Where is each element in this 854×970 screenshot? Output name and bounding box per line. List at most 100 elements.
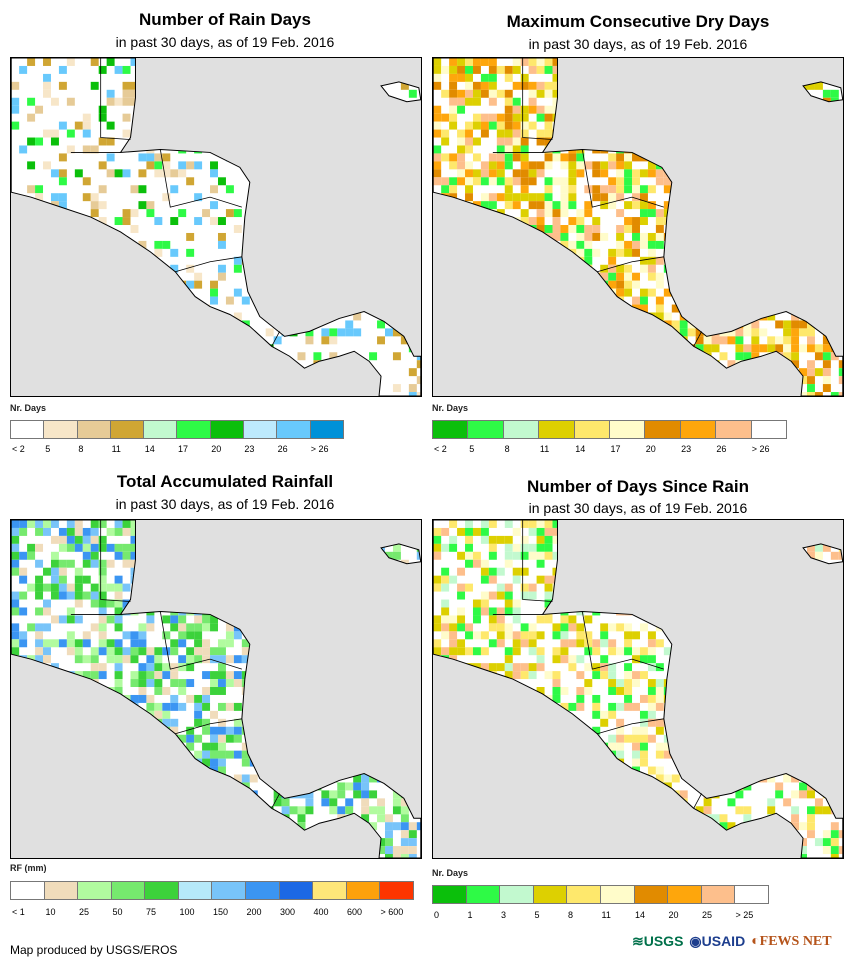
- map-cell: [170, 599, 179, 608]
- map-view[interactable]: [432, 57, 844, 397]
- map-cell: [178, 137, 187, 146]
- map-cell: [735, 304, 744, 313]
- map-cell: [400, 256, 409, 265]
- map-cell: [265, 328, 274, 337]
- map-cell: [385, 846, 393, 855]
- map-cell: [154, 559, 163, 568]
- map-cell: [369, 671, 378, 680]
- map-cell: [82, 177, 91, 186]
- map-cell: [687, 296, 696, 305]
- map-cell: [210, 774, 218, 783]
- map-cell: [249, 694, 258, 703]
- map-cell: [90, 647, 99, 656]
- map-cell: [592, 663, 601, 672]
- map-cell: [249, 734, 258, 743]
- map-cell: [536, 551, 545, 560]
- map-cell: [313, 838, 322, 847]
- map-cell: [592, 320, 601, 329]
- map-cell: [273, 312, 282, 321]
- map-cell: [392, 750, 401, 759]
- map-cell: [639, 256, 648, 265]
- map-cell: [496, 607, 505, 616]
- map-cell: [751, 137, 760, 146]
- map-cell: [400, 750, 409, 759]
- map-cell: [130, 328, 139, 337]
- map-cell: [114, 264, 123, 273]
- map-cell: [822, 217, 831, 226]
- map-cell: [337, 193, 346, 202]
- map-cell: [281, 543, 290, 552]
- map-cell: [449, 304, 458, 313]
- map-cell: [822, 113, 831, 122]
- map-cell: [568, 352, 577, 361]
- map-cell: [369, 718, 378, 727]
- map-cell: [210, 384, 218, 393]
- map-cell: [799, 782, 807, 791]
- map-cell: [58, 567, 67, 576]
- map-cell: [465, 336, 473, 345]
- map-cell: [624, 201, 633, 210]
- map-cell: [154, 687, 163, 695]
- map-cell: [178, 615, 187, 624]
- map-cell: [783, 702, 792, 711]
- map-cell: [568, 177, 577, 186]
- map-cell: [353, 153, 362, 162]
- map-cell: [568, 575, 577, 584]
- map-cell: [392, 384, 401, 393]
- map-cell: [632, 153, 640, 162]
- map-cell: [632, 232, 640, 241]
- map-cell: [838, 161, 843, 170]
- map-cell: [321, 623, 330, 632]
- map-cell: [632, 113, 640, 122]
- map-cell: [822, 806, 831, 815]
- map-cell: [592, 328, 601, 337]
- map-cell: [19, 575, 28, 584]
- map-cell: [695, 368, 704, 377]
- map-cell: [671, 567, 680, 576]
- map-view[interactable]: [432, 519, 844, 859]
- map-cell: [663, 328, 672, 337]
- map-cell: [759, 256, 768, 265]
- map-cell: [632, 137, 640, 146]
- map-cell: [233, 798, 242, 807]
- map-cell: [616, 591, 625, 600]
- map-cell: [408, 663, 417, 672]
- map-cell: [433, 718, 442, 727]
- map-cell: [106, 710, 115, 719]
- map-cell: [616, 822, 625, 831]
- map-cell: [321, 535, 330, 544]
- map-cell: [671, 344, 680, 353]
- map-cell: [504, 288, 513, 297]
- map-cell: [647, 240, 656, 249]
- map-cell: [703, 264, 712, 273]
- map-cell: [807, 687, 815, 695]
- map-cell: [528, 105, 537, 114]
- map-cell: [289, 726, 298, 735]
- map-cell: [122, 81, 131, 90]
- map-cell: [377, 806, 385, 815]
- map-cell: [329, 352, 338, 361]
- map-view[interactable]: [10, 519, 422, 859]
- map-cell: [43, 256, 51, 265]
- map-cell: [814, 288, 823, 297]
- map-view[interactable]: [10, 57, 422, 397]
- map-cell: [576, 161, 585, 170]
- map-cell: [361, 296, 370, 305]
- map-cell: [122, 718, 131, 727]
- map-cell: [19, 567, 28, 576]
- map-cell: [19, 360, 28, 369]
- map-cell: [146, 702, 155, 711]
- map-cell: [297, 376, 306, 385]
- map-cell: [807, 209, 815, 218]
- map-cell: [457, 272, 466, 281]
- map-cell: [305, 161, 314, 170]
- map-cell: [807, 376, 815, 385]
- map-cell: [202, 623, 211, 632]
- map-cell: [480, 232, 489, 241]
- map-cell: [504, 65, 513, 74]
- map-cell: [408, 655, 417, 664]
- map-cell: [743, 671, 752, 680]
- map-cell: [472, 687, 481, 695]
- map-cell: [759, 65, 768, 74]
- map-cell: [19, 296, 28, 305]
